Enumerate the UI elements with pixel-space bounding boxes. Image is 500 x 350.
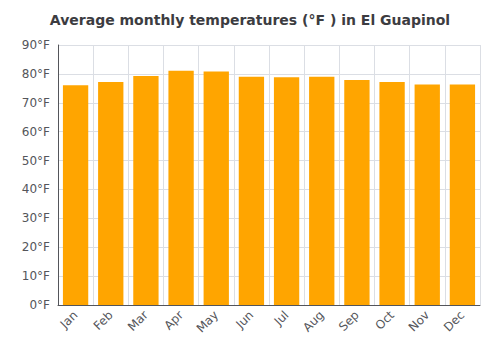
svg-text:0°F: 0°F (29, 298, 50, 312)
svg-text:Jan: Jan (57, 308, 81, 332)
svg-text:Nov: Nov (406, 308, 432, 334)
svg-text:Aug: Aug (300, 308, 326, 334)
svg-text:Mar: Mar (125, 308, 151, 334)
svg-text:Jun: Jun (233, 308, 257, 332)
svg-text:Oct: Oct (372, 308, 397, 333)
svg-text:30°F: 30°F (22, 211, 50, 225)
svg-text:Feb: Feb (91, 308, 116, 333)
svg-text:40°F: 40°F (22, 182, 50, 196)
svg-text:80°F: 80°F (22, 67, 50, 81)
svg-text:Average monthly temperatures (: Average monthly temperatures (°F ) in El… (50, 12, 450, 28)
svg-text:May: May (194, 308, 221, 335)
svg-text:Jul: Jul (271, 308, 292, 329)
svg-text:Sep: Sep (336, 308, 362, 334)
svg-text:60°F: 60°F (22, 125, 50, 139)
svg-text:Apr: Apr (161, 308, 186, 333)
svg-text:90°F: 90°F (22, 38, 50, 52)
svg-text:70°F: 70°F (22, 96, 50, 110)
svg-text:50°F: 50°F (22, 154, 50, 168)
svg-text:20°F: 20°F (22, 240, 50, 254)
svg-text:Dec: Dec (441, 308, 467, 334)
svg-text:10°F: 10°F (22, 269, 50, 283)
